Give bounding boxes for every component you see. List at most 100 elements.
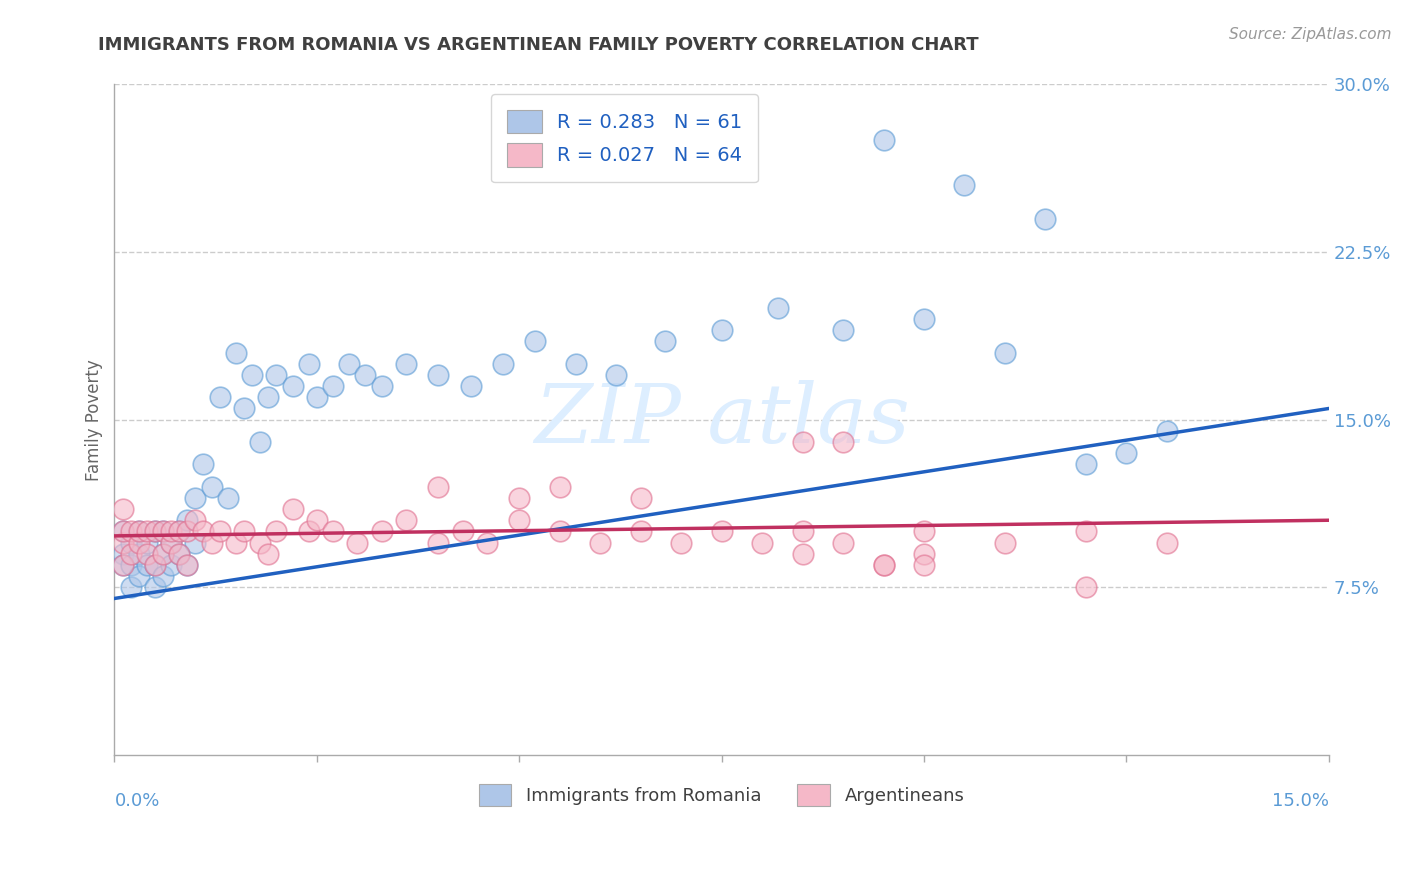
Point: [257, 547, 280, 561]
Point: [167, 524, 190, 539]
Point: [354, 368, 377, 382]
Text: IMMIGRANTS FROM ROMANIA VS ARGENTINEAN FAMILY POVERTY CORRELATION CHART: IMMIGRANTS FROM ROMANIA VS ARGENTINEAN F…: [98, 36, 979, 54]
Point: [492, 357, 515, 371]
Point: [176, 513, 198, 527]
Point: [427, 368, 450, 382]
Point: [994, 345, 1017, 359]
Point: [565, 357, 588, 371]
Point: [451, 524, 474, 539]
Point: [630, 491, 652, 505]
Text: ZIP atlas: ZIP atlas: [534, 380, 910, 459]
Point: [120, 547, 142, 561]
Point: [872, 558, 894, 572]
Point: [305, 390, 328, 404]
Point: [322, 524, 344, 539]
Point: [1074, 580, 1097, 594]
Point: [266, 368, 288, 382]
Point: [225, 535, 247, 549]
Point: [1156, 424, 1178, 438]
Text: Source: ZipAtlas.com: Source: ZipAtlas.com: [1229, 27, 1392, 42]
Point: [460, 379, 482, 393]
Point: [111, 502, 134, 516]
Point: [120, 580, 142, 594]
Point: [669, 535, 692, 549]
Point: [912, 547, 935, 561]
Point: [912, 312, 935, 326]
Point: [508, 491, 530, 505]
Point: [266, 524, 288, 539]
Point: [322, 379, 344, 393]
Point: [832, 323, 855, 337]
Point: [1156, 535, 1178, 549]
Point: [135, 547, 157, 561]
Point: [200, 480, 222, 494]
Point: [111, 547, 134, 561]
Point: [912, 558, 935, 572]
Point: [120, 558, 142, 572]
Point: [152, 524, 174, 539]
Point: [298, 524, 321, 539]
Point: [508, 513, 530, 527]
Point: [143, 524, 166, 539]
Point: [111, 558, 134, 572]
Point: [751, 535, 773, 549]
Point: [792, 547, 814, 561]
Point: [233, 401, 256, 416]
Point: [143, 558, 166, 572]
Point: [111, 535, 134, 549]
Point: [111, 524, 134, 539]
Point: [475, 535, 498, 549]
Point: [184, 535, 207, 549]
Point: [152, 524, 174, 539]
Point: [548, 524, 571, 539]
Point: [305, 513, 328, 527]
Point: [128, 569, 150, 583]
Point: [143, 524, 166, 539]
Point: [548, 480, 571, 494]
Point: [111, 524, 134, 539]
Point: [208, 390, 231, 404]
Point: [257, 390, 280, 404]
Point: [395, 513, 418, 527]
Point: [710, 323, 733, 337]
Point: [832, 535, 855, 549]
Point: [120, 535, 142, 549]
Point: [167, 547, 190, 561]
Point: [524, 334, 547, 349]
Point: [128, 524, 150, 539]
Point: [249, 535, 271, 549]
Point: [160, 535, 183, 549]
Point: [208, 524, 231, 539]
Point: [630, 524, 652, 539]
Point: [427, 535, 450, 549]
Point: [953, 178, 976, 192]
Legend: Immigrants from Romania, Argentineans: Immigrants from Romania, Argentineans: [471, 776, 972, 813]
Point: [128, 547, 150, 561]
Point: [427, 480, 450, 494]
Point: [395, 357, 418, 371]
Point: [872, 133, 894, 147]
Point: [167, 547, 190, 561]
Point: [240, 368, 263, 382]
Point: [160, 524, 183, 539]
Point: [135, 524, 157, 539]
Point: [281, 502, 304, 516]
Point: [217, 491, 239, 505]
Point: [135, 558, 157, 572]
Point: [1035, 211, 1057, 226]
Point: [1074, 524, 1097, 539]
Point: [184, 491, 207, 505]
Point: [654, 334, 676, 349]
Point: [143, 558, 166, 572]
Point: [200, 535, 222, 549]
Point: [193, 524, 215, 539]
Point: [176, 524, 198, 539]
Point: [152, 547, 174, 561]
Point: [370, 524, 392, 539]
Point: [589, 535, 612, 549]
Point: [152, 547, 174, 561]
Point: [128, 535, 150, 549]
Point: [160, 558, 183, 572]
Point: [370, 379, 392, 393]
Point: [1074, 458, 1097, 472]
